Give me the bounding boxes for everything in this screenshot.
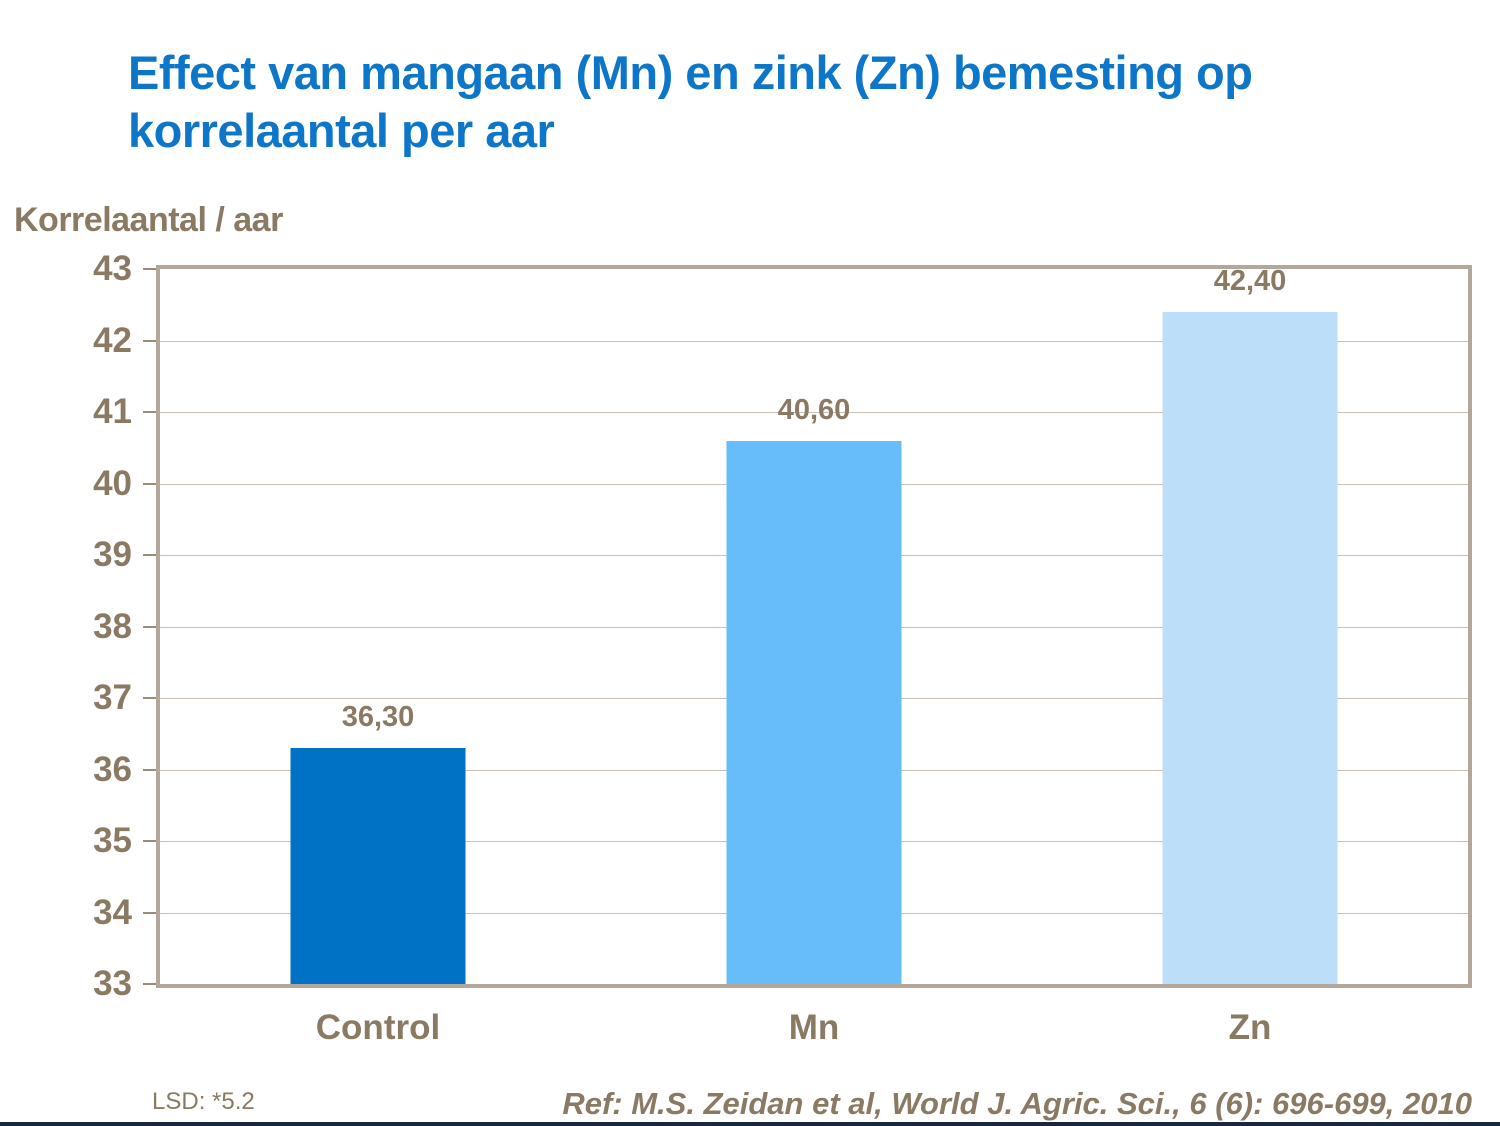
ytick-label-41: 41 [93, 392, 132, 431]
bottom-divider-line [0, 1122, 1500, 1126]
x-axis-labels: Control Mn Zn [160, 1008, 1468, 1058]
y-axis-ticks: 33 34 35 36 37 38 39 40 41 42 43 [0, 249, 158, 1003]
bar-slot-control: 36,30 [160, 269, 596, 984]
lsd-footnote: LSD: *5.2 [152, 1088, 255, 1115]
ytick-mark-38 [143, 625, 157, 628]
gridline-42 [160, 340, 1468, 342]
bar-control [290, 748, 466, 984]
chart-title-line1: Effect van mangaan (Mn) en zink (Zn) bem… [128, 46, 1253, 99]
ytick-mark-33 [143, 983, 157, 985]
ytick-mark-40 [143, 482, 157, 485]
ytick-label-34: 34 [93, 892, 132, 932]
bar-value-control: 36,30 [341, 701, 415, 734]
x-label-control: Control [315, 1008, 441, 1047]
plot-area: 36,30 40,60 42,40 [156, 265, 1472, 988]
chart-title: Effect van mangaan (Mn) en zink (Zn) bem… [128, 44, 1428, 160]
ytick-mark-35 [143, 840, 157, 842]
x-label-zn: Zn [1228, 1008, 1272, 1047]
ytick-mark-37 [143, 697, 157, 699]
bar-value-mn: 40,60 [777, 393, 851, 426]
x-label-mn: Mn [788, 1008, 840, 1047]
bar-value-zn: 42,40 [1213, 264, 1287, 297]
gridline-41 [160, 412, 1468, 413]
ytick-mark-43 [143, 268, 157, 270]
chart-title-line2: korrelaantal per aar [128, 104, 555, 157]
ytick-label-40: 40 [93, 463, 132, 503]
ytick-mark-34 [143, 911, 157, 914]
reference-citation: Ref: M.S. Zeidan et al, World J. Agric. … [562, 1086, 1472, 1121]
ytick-label-36: 36 [93, 749, 132, 789]
ytick-label-38: 38 [93, 606, 132, 646]
ytick-mark-41 [143, 411, 157, 413]
ytick-label-42: 42 [93, 320, 132, 360]
ytick-label-43: 43 [93, 249, 132, 288]
plot-inner: 36,30 40,60 42,40 [160, 265, 1468, 984]
ytick-mark-42 [143, 339, 157, 342]
ytick-mark-39 [143, 554, 157, 556]
bar-mn [726, 440, 902, 984]
ytick-label-37: 37 [93, 678, 132, 717]
bar-slot-zn: 42,40 [1032, 265, 1468, 984]
bar-slot-mn: 40,60 [596, 269, 1032, 984]
bar-zn [1162, 311, 1338, 984]
y-axis-title: Korrelaantal / aar [14, 201, 283, 239]
ytick-label-33: 33 [93, 964, 132, 1003]
ytick-label-39: 39 [93, 535, 132, 574]
ytick-label-35: 35 [93, 821, 132, 860]
ytick-mark-36 [143, 768, 157, 771]
